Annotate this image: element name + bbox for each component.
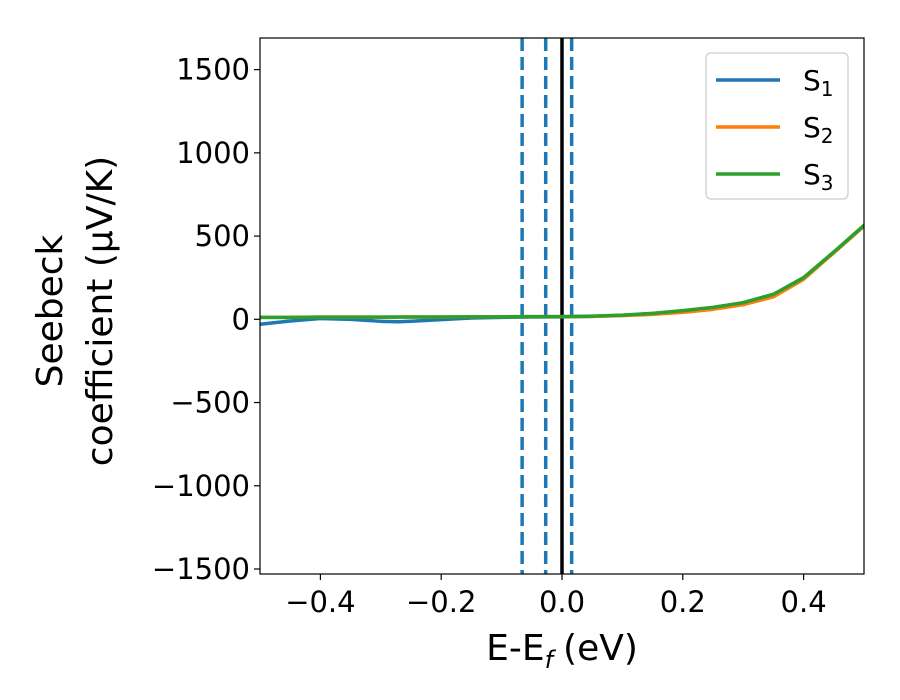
series-line-3 bbox=[260, 223, 864, 320]
legend: S1 S2 S3 bbox=[705, 52, 849, 200]
x-tick-label: −0.4 bbox=[285, 585, 355, 619]
legend-label-3: S3 bbox=[803, 158, 834, 195]
x-axis-ticks: −0.4 −0.2 0.0 0.2 0.4 bbox=[285, 574, 827, 619]
y-tick-label: 1500 bbox=[176, 53, 250, 87]
x-tick-label: 0.0 bbox=[539, 585, 585, 619]
legend-entries: S1 S2 S3 bbox=[716, 64, 834, 195]
y-tick-label: 500 bbox=[195, 219, 250, 253]
x-tick-label: −0.2 bbox=[406, 585, 476, 619]
y-tick-label: −1500 bbox=[152, 552, 250, 586]
vertical-lines bbox=[520, 38, 574, 574]
y-axis-label-line1: Seebeck bbox=[30, 234, 71, 387]
x-axis-label-sub: f bbox=[545, 646, 557, 674]
y-axis-label-line2: coefficient (μV/K) bbox=[80, 156, 121, 466]
y-tick-label: 0 bbox=[232, 302, 250, 336]
y-tick-label: −1000 bbox=[152, 469, 250, 503]
legend-label-1: S1 bbox=[803, 64, 834, 101]
x-tick-label: 0.2 bbox=[660, 585, 706, 619]
series-lines bbox=[260, 223, 864, 327]
y-axis-ticks: −1500 −1000 −500 0 500 1000 1500 bbox=[152, 53, 260, 586]
y-tick-label: −500 bbox=[170, 386, 250, 420]
x-axis-label: E-Ef (eV) bbox=[486, 628, 638, 674]
x-tick-label: 0.4 bbox=[781, 585, 827, 619]
x-axis-label-main: E-E bbox=[486, 628, 544, 669]
y-tick-label: 1000 bbox=[176, 136, 250, 170]
x-axis-label-unit: (eV) bbox=[563, 628, 638, 669]
legend-label-2: S2 bbox=[803, 111, 834, 148]
